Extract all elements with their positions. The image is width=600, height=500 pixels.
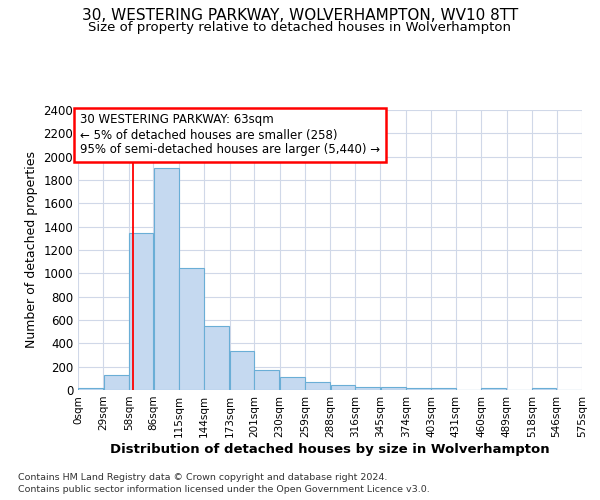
Bar <box>481 388 506 390</box>
Bar <box>205 326 229 390</box>
Bar <box>230 351 254 390</box>
Bar <box>331 386 355 390</box>
Bar <box>78 388 103 390</box>
Text: Distribution of detached houses by size in Wolverhampton: Distribution of detached houses by size … <box>110 442 550 456</box>
Bar <box>532 388 556 390</box>
Bar <box>305 382 330 390</box>
Bar <box>254 370 280 390</box>
Text: Contains public sector information licensed under the Open Government Licence v3: Contains public sector information licen… <box>18 485 430 494</box>
Text: Contains HM Land Registry data © Crown copyright and database right 2024.: Contains HM Land Registry data © Crown c… <box>18 472 388 482</box>
Text: Size of property relative to detached houses in Wolverhampton: Size of property relative to detached ho… <box>89 21 511 34</box>
Y-axis label: Number of detached properties: Number of detached properties <box>25 152 38 348</box>
Bar <box>129 232 153 390</box>
Bar <box>179 268 204 390</box>
Text: 30 WESTERING PARKWAY: 63sqm
← 5% of detached houses are smaller (258)
95% of sem: 30 WESTERING PARKWAY: 63sqm ← 5% of deta… <box>80 114 380 156</box>
Bar <box>104 376 128 390</box>
Bar <box>280 377 305 390</box>
Bar <box>431 388 455 390</box>
Bar <box>380 387 406 390</box>
Text: 30, WESTERING PARKWAY, WOLVERHAMPTON, WV10 8TT: 30, WESTERING PARKWAY, WOLVERHAMPTON, WV… <box>82 8 518 22</box>
Bar <box>355 386 380 390</box>
Bar <box>406 388 431 390</box>
Bar <box>154 168 179 390</box>
